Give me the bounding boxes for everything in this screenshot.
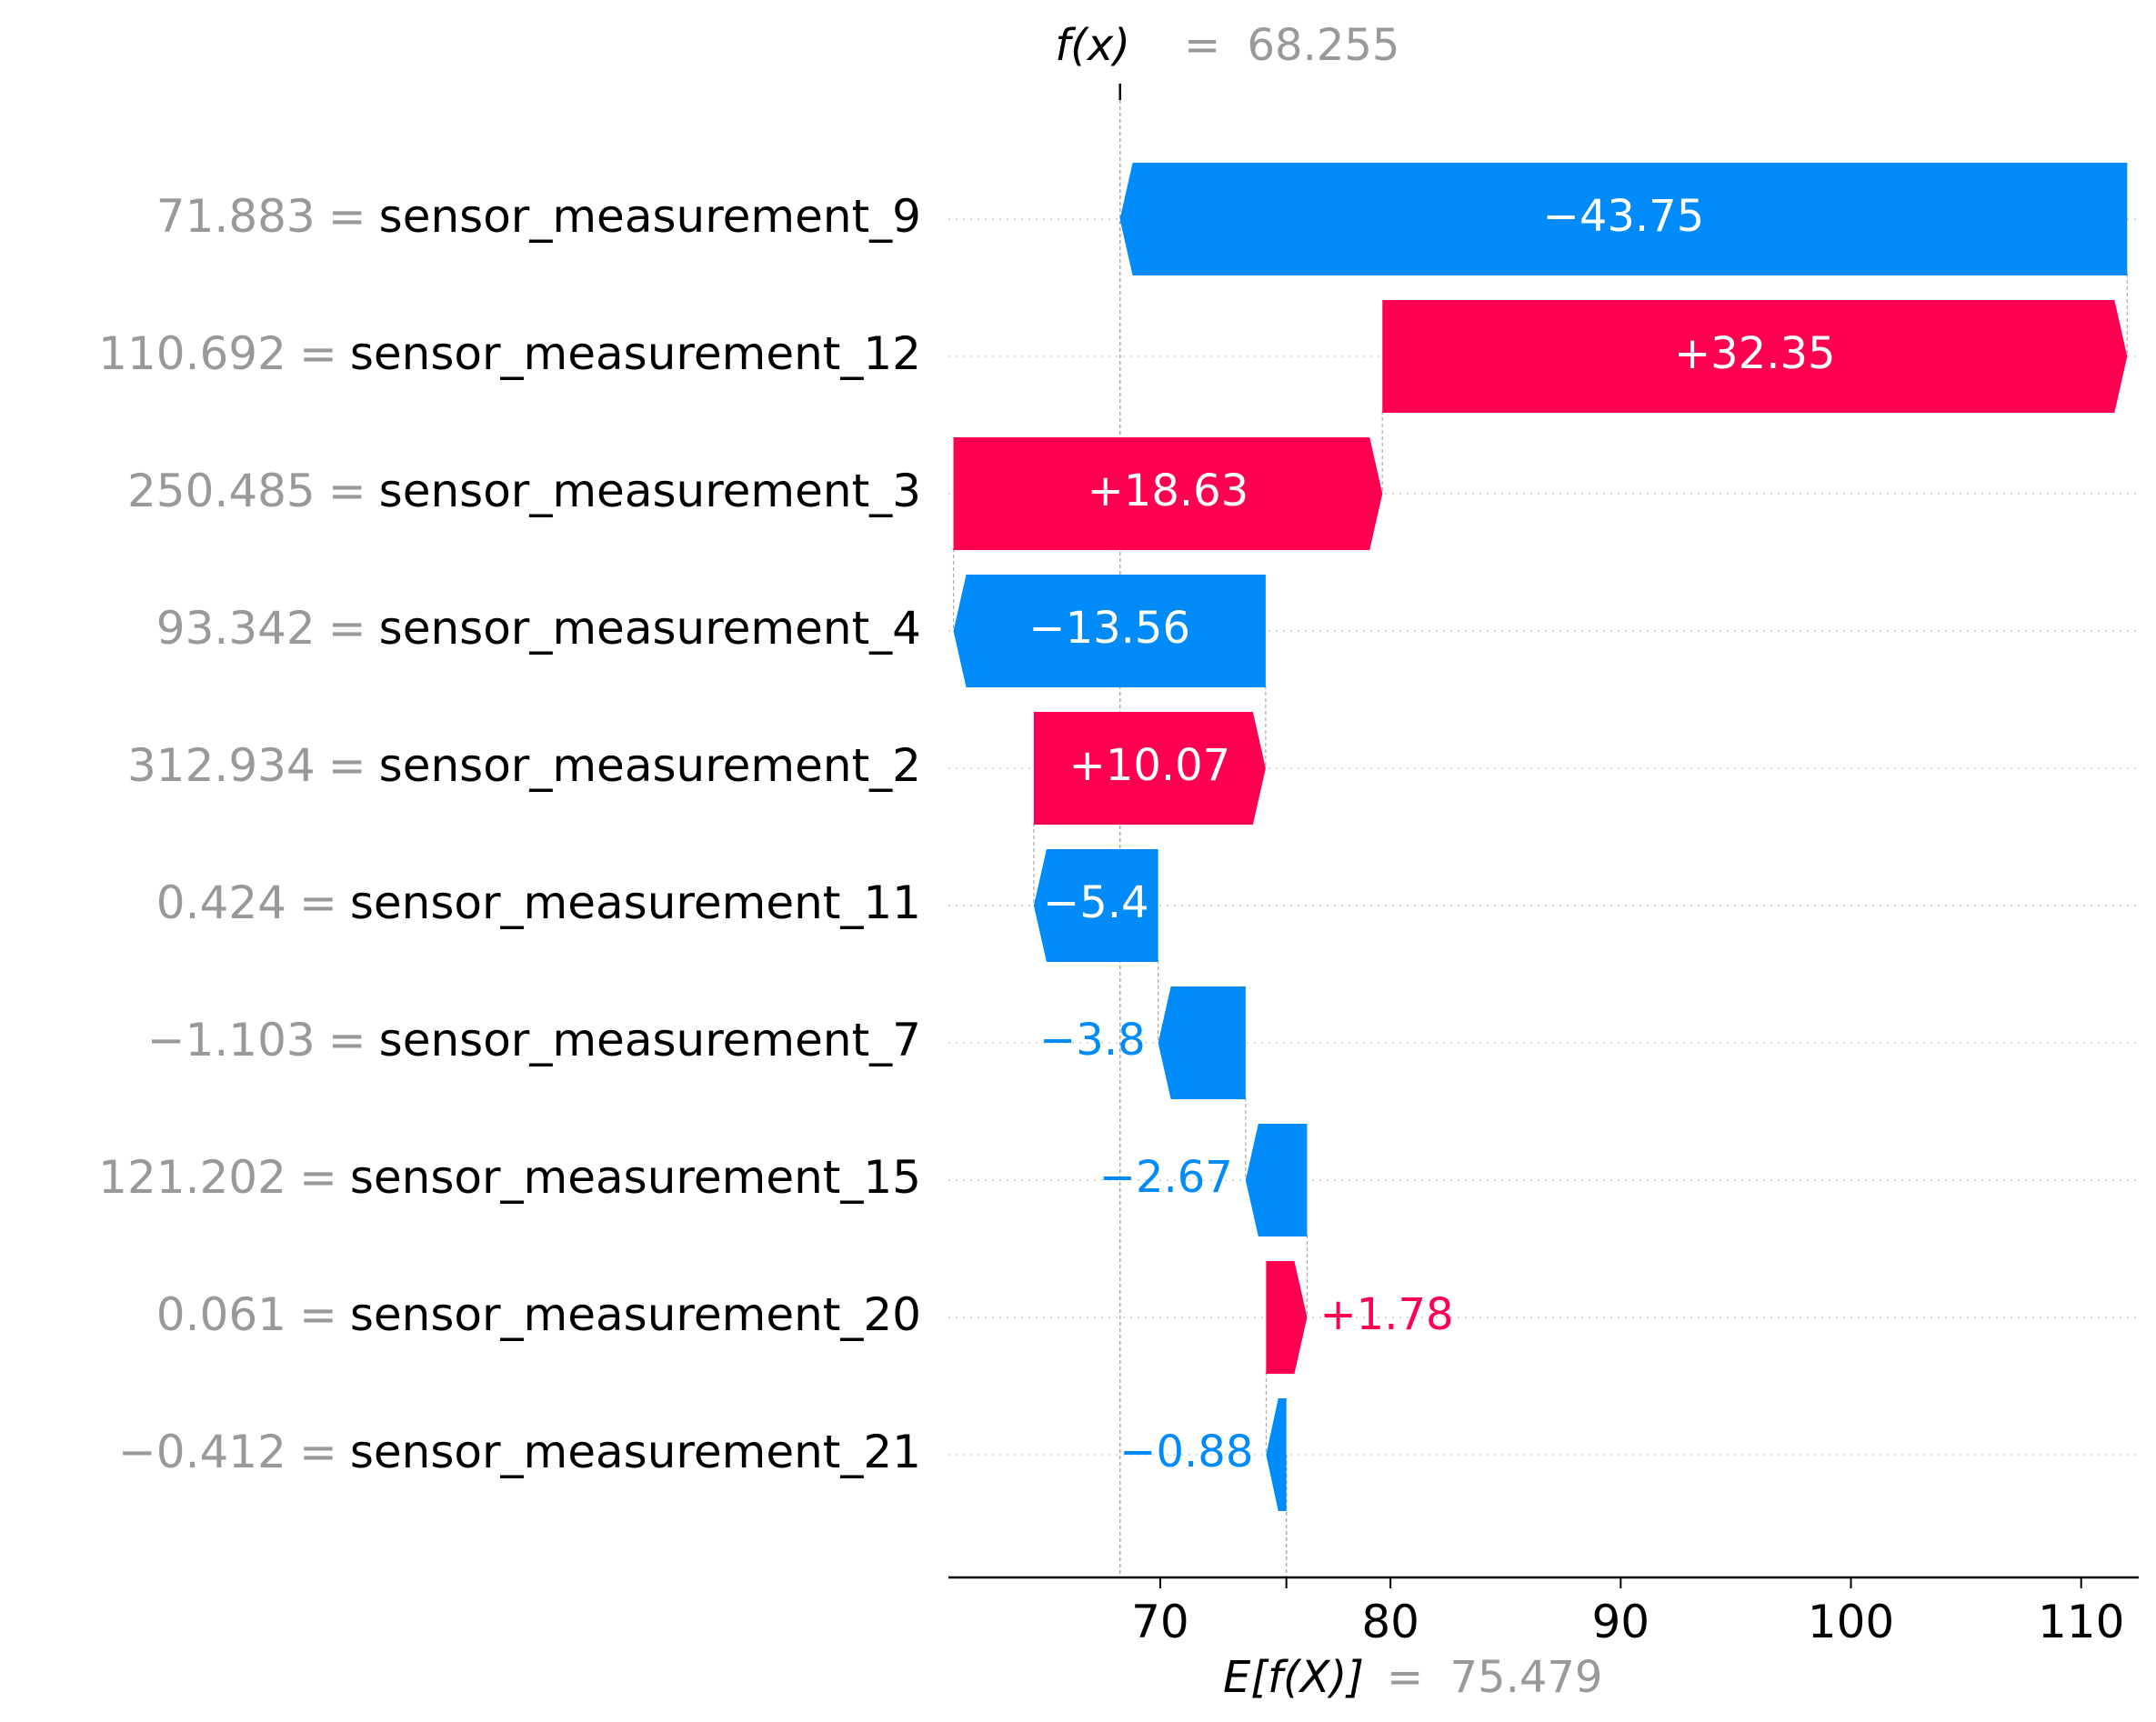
feature-name: sensor_measurement_2 — [379, 739, 921, 792]
feature-label: 121.202 = sensor_measurement_15 — [98, 1151, 921, 1204]
feature-label: 71.883 = sensor_measurement_9 — [156, 190, 921, 243]
bar-value-label: −0.88 — [1119, 1427, 1253, 1477]
bar-sensor_measurement_3 — [953, 437, 1383, 550]
feature-sep: = — [299, 1288, 337, 1341]
feature-value: 93.342 — [156, 602, 316, 655]
feature-value: −1.103 — [147, 1014, 316, 1066]
x-tick-label: 100 — [1808, 1596, 1894, 1648]
bar-sensor_measurement_12 — [1382, 300, 2128, 413]
efx-sep: = — [1387, 1652, 1423, 1703]
bar-sensor_measurement_21 — [1266, 1398, 1287, 1511]
bar-sensor_measurement_11 — [1033, 849, 1158, 962]
x-tick-label: 70 — [1131, 1596, 1189, 1648]
x-axis-ticks: 70 80 90 100 110 — [1131, 1577, 2124, 1648]
bar-value-label: −5.4 — [1043, 877, 1149, 928]
feature-label: 110.692 = sensor_measurement_12 — [98, 327, 921, 380]
bar-value-label: +1.78 — [1319, 1289, 1453, 1340]
bar-sensor_measurement_9 — [1119, 163, 2128, 275]
bar-sensor_measurement_15 — [1245, 1124, 1308, 1236]
feature-value: 0.061 — [156, 1288, 286, 1341]
feature-name: sensor_measurement_15 — [350, 1151, 921, 1204]
feature-label: −0.412 = sensor_measurement_21 — [118, 1426, 921, 1478]
feature-sep: = — [299, 876, 337, 929]
feature-label: 312.934 = sensor_measurement_2 — [127, 739, 921, 792]
x-tick-label: 80 — [1361, 1596, 1419, 1648]
bar-value-label: −3.8 — [1039, 1015, 1146, 1066]
bar-value-label: −2.67 — [1099, 1152, 1233, 1203]
feature-value: 0.424 — [156, 876, 286, 929]
bars — [953, 163, 2128, 1511]
feature-value: 312.934 — [127, 739, 316, 792]
x-tick-label: 110 — [2038, 1596, 2124, 1648]
feature-name: sensor_measurement_4 — [379, 602, 921, 655]
efx-value-annotation: = 75.479 — [1387, 1652, 1602, 1703]
fx-annotation: f(x) — [1055, 20, 1130, 71]
bar-sensor_measurement_7 — [1158, 986, 1246, 1099]
bar-value-label: −43.75 — [1543, 191, 1705, 242]
feature-name: sensor_measurement_21 — [350, 1426, 921, 1478]
bar-value-label: +18.63 — [1088, 466, 1249, 516]
feature-sep: = — [299, 1426, 337, 1478]
bar-value-label: −13.56 — [1028, 603, 1190, 654]
feature-label: 0.061 = sensor_measurement_20 — [156, 1288, 921, 1341]
feature-sep: = — [328, 739, 366, 792]
x-tick-label: 90 — [1592, 1596, 1650, 1648]
bar-value-label: +32.35 — [1674, 328, 1836, 379]
efx-symbol: E[f(X)] — [1223, 1652, 1364, 1703]
bar-value-label: +10.07 — [1069, 740, 1231, 791]
feature-value: −0.412 — [118, 1426, 286, 1478]
feature-label: 93.342 = sensor_measurement_4 — [156, 602, 921, 655]
fx-sep: = — [1184, 20, 1220, 71]
feature-name: sensor_measurement_20 — [350, 1288, 921, 1341]
feature-name: sensor_measurement_12 — [350, 327, 921, 380]
feature-label: −1.103 = sensor_measurement_7 — [147, 1014, 921, 1066]
feature-value: 110.692 — [98, 327, 286, 380]
feature-name: sensor_measurement_11 — [350, 876, 921, 929]
feature-sep: = — [299, 327, 337, 380]
fx-value: 68.255 — [1247, 20, 1399, 71]
feature-name: sensor_measurement_7 — [379, 1014, 921, 1066]
feature-sep: = — [328, 1014, 366, 1066]
fx-symbol: f(x) — [1055, 20, 1130, 71]
x-axis: 70 80 90 100 110 — [948, 1576, 2139, 1648]
feature-name: sensor_measurement_3 — [379, 465, 921, 517]
feature-value: 121.202 — [98, 1151, 286, 1204]
feature-sep: = — [328, 190, 366, 243]
feature-name: sensor_measurement_9 — [379, 190, 921, 243]
feature-label: 0.424 = sensor_measurement_11 — [156, 876, 921, 929]
bar-sensor_measurement_20 — [1266, 1261, 1308, 1374]
efx-annotation: E[f(X)] — [1223, 1652, 1364, 1703]
feature-sep: = — [328, 602, 366, 655]
bar-sensor_measurement_2 — [1033, 712, 1266, 825]
fx-value-annotation: = 68.255 — [1184, 20, 1399, 71]
feature-value: 71.883 — [156, 190, 316, 243]
feature-sep: = — [328, 465, 366, 517]
bar-sensor_measurement_4 — [953, 575, 1266, 687]
feature-value: 250.485 — [127, 465, 316, 517]
feature-label: 250.485 = sensor_measurement_3 — [127, 465, 921, 517]
feature-sep: = — [299, 1151, 337, 1204]
efx-value: 75.479 — [1449, 1652, 1602, 1703]
